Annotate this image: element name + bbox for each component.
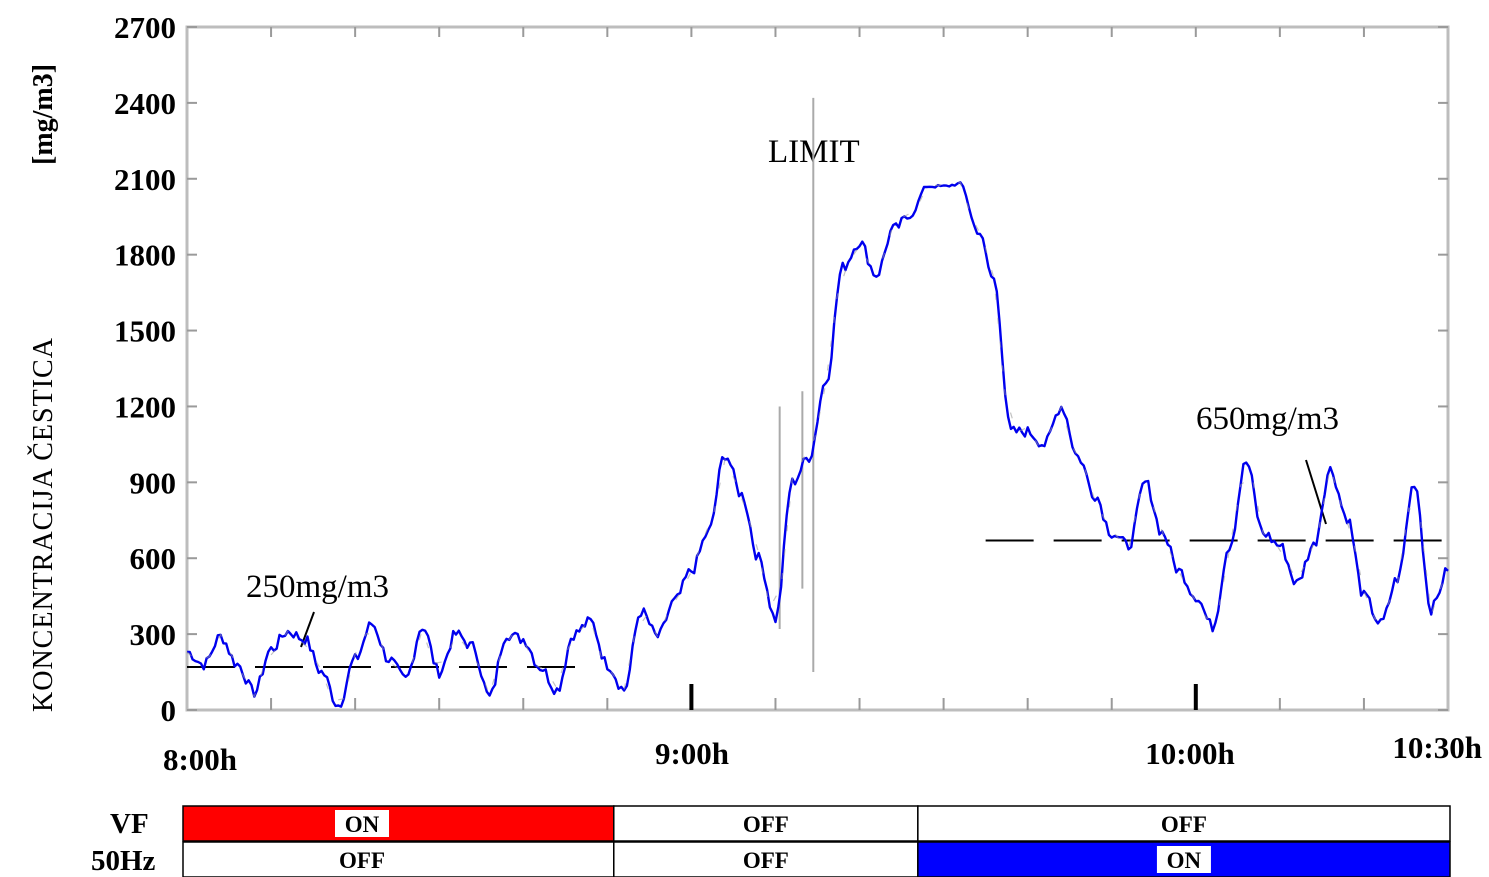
state-cell-1-0	[182, 841, 615, 877]
state-cell-0-0	[182, 805, 615, 842]
x-tick-label-2: 10:00h	[1145, 736, 1235, 771]
annotation-high-pointer	[1305, 459, 1327, 525]
annotation-high: 650mg/m3	[1196, 401, 1339, 437]
y-tick-label-2: 600	[130, 541, 177, 576]
x-tick-label-1: 9:00h	[655, 736, 729, 771]
y-tick-label-9: 2700	[114, 10, 176, 45]
state-row-label-vf: VF	[110, 808, 149, 840]
y-tick-label-8: 2400	[114, 86, 176, 121]
y-axis-label: KONCENTRACIJA ČESTICA	[28, 337, 59, 712]
state-cell-label-1-0: OFF	[339, 848, 385, 873]
series-shade-0	[186, 181, 1443, 702]
state-cell-label-0-1: OFF	[743, 812, 789, 837]
y-tick-label-3: 900	[130, 465, 177, 500]
y-axis-unit: [mg/m3]	[28, 64, 59, 165]
y-tick-label-6: 1800	[114, 238, 176, 273]
y-tick-label-5: 1500	[114, 314, 176, 349]
state-cell-label-0-0: ON	[345, 812, 380, 837]
chart-marks: 0 300 600 900 1200 1500 1800 2100 2400 2700 8:00h 9…	[114, 10, 1482, 777]
series-line-0	[186, 181, 1449, 708]
state-cell-label-bg-1-2	[1156, 846, 1211, 873]
state-cell-1-1	[613, 841, 919, 877]
annotation-low: 250mg/m3	[246, 569, 389, 605]
state-cell-label-1-2: ON	[1167, 848, 1202, 873]
y-tick-label-0: 0	[161, 693, 177, 728]
y-tick-label-7: 2100	[114, 162, 176, 197]
x-tick-label-3: 10:30h	[1392, 730, 1482, 765]
x-tick-label-0: 8:00h	[163, 742, 237, 777]
state-row-label-50hz: 50Hz	[91, 845, 156, 877]
state-cell-0-2	[917, 805, 1451, 842]
plot-frame	[185, 25, 1450, 712]
state-cell-label-0-2: OFF	[1161, 812, 1207, 837]
y-tick-label-4: 1200	[114, 389, 176, 424]
state-cell-label-1-1: OFF	[743, 848, 789, 873]
state-cell-label-bg-0-0	[335, 810, 389, 837]
y-tick-label-1: 300	[130, 617, 177, 652]
state-table: VF 50Hz ON OFF OFF OFF OFF ON	[91, 805, 1451, 877]
